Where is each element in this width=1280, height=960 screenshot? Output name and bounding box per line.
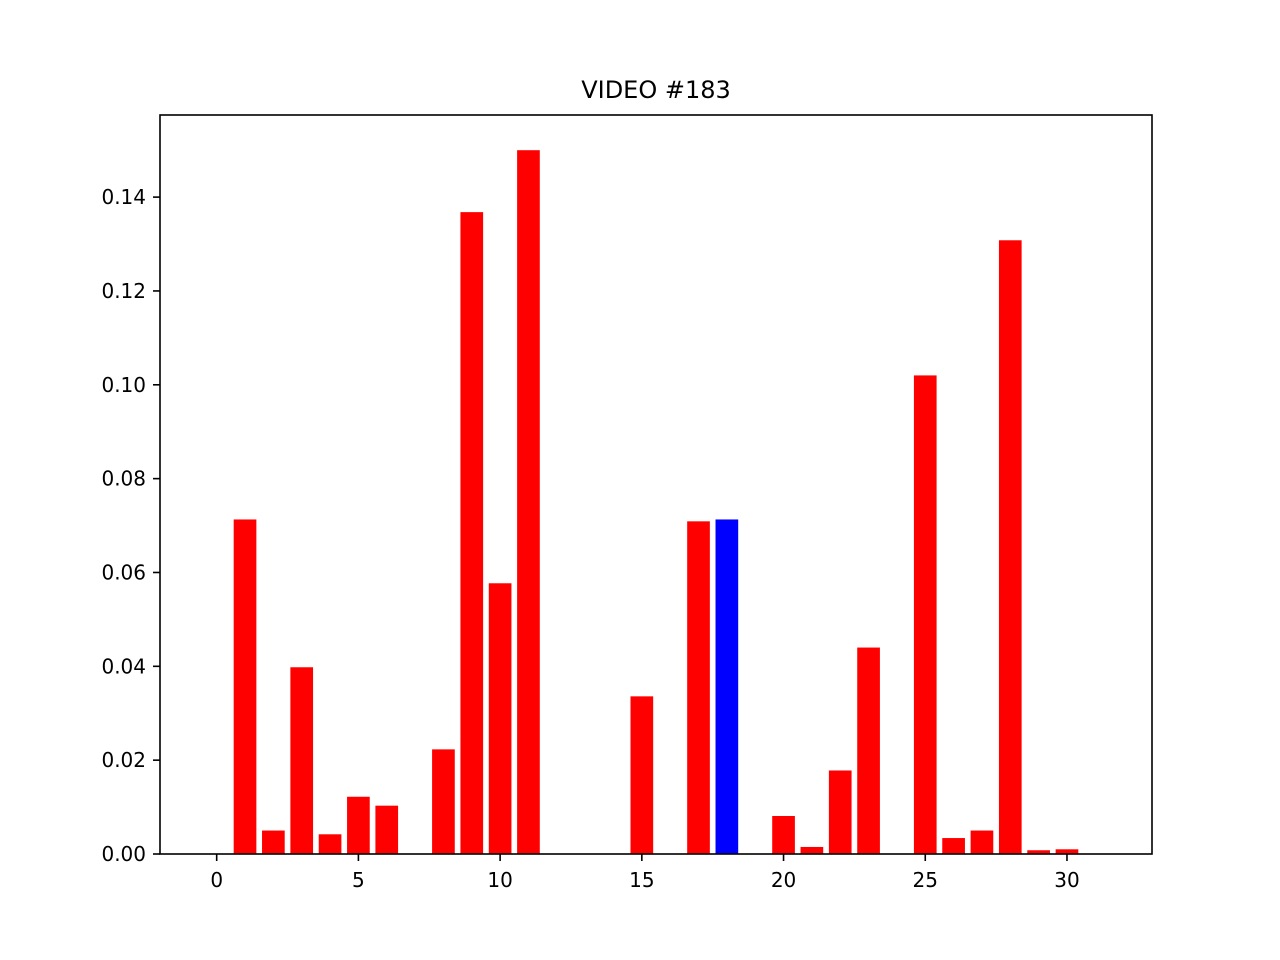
bar-1 — [233, 519, 257, 854]
bar-27 — [970, 830, 994, 854]
y-axis: 0.00 0.02 0.04 0.06 0.08 0.10 0.12 0.14 — [101, 185, 160, 866]
bar-5 — [347, 796, 370, 854]
y-tick-label: 0.12 — [101, 279, 146, 303]
bars-group — [233, 150, 1079, 855]
bar-3 — [290, 667, 314, 854]
bar-11 — [517, 150, 540, 854]
y-tick-label: 0.06 — [101, 560, 146, 584]
bar-28 — [998, 240, 1022, 855]
bar-2 — [262, 830, 285, 854]
x-tick-label: 5 — [352, 868, 365, 892]
y-tick-label: 0.08 — [101, 467, 146, 491]
bar-6 — [375, 805, 399, 854]
bar-18 — [715, 519, 739, 854]
bar-9 — [460, 212, 484, 854]
bar-8 — [432, 749, 455, 854]
x-axis: 0 5 10 15 20 25 30 — [210, 854, 1080, 892]
y-tick-label: 0.02 — [101, 748, 146, 772]
x-tick-label: 30 — [1054, 868, 1079, 892]
x-tick-label: 20 — [771, 868, 796, 892]
chart-title: VIDEO #183 — [581, 76, 731, 104]
y-tick-label: 0.14 — [101, 185, 146, 209]
plot-frame — [159, 114, 1153, 855]
y-tick-label: 0.10 — [101, 373, 146, 397]
x-tick-label: 0 — [210, 868, 223, 892]
x-tick-label: 15 — [629, 868, 654, 892]
bar-25 — [913, 375, 937, 854]
bar-17 — [687, 521, 710, 854]
bar-30 — [1055, 849, 1079, 854]
y-tick-label: 0.04 — [101, 654, 146, 678]
bar-29 — [1027, 850, 1050, 854]
x-tick-label: 10 — [487, 868, 512, 892]
bar-15 — [630, 696, 654, 854]
x-tick-label: 25 — [913, 868, 938, 892]
bar-20 — [772, 815, 795, 854]
bar-22 — [828, 770, 852, 854]
bar-10 — [488, 583, 512, 854]
bar-4 — [318, 834, 342, 854]
y-tick-label: 0.00 — [101, 842, 146, 866]
bar-23 — [857, 647, 880, 854]
bar-26 — [942, 838, 965, 854]
bar-21 — [800, 846, 824, 854]
